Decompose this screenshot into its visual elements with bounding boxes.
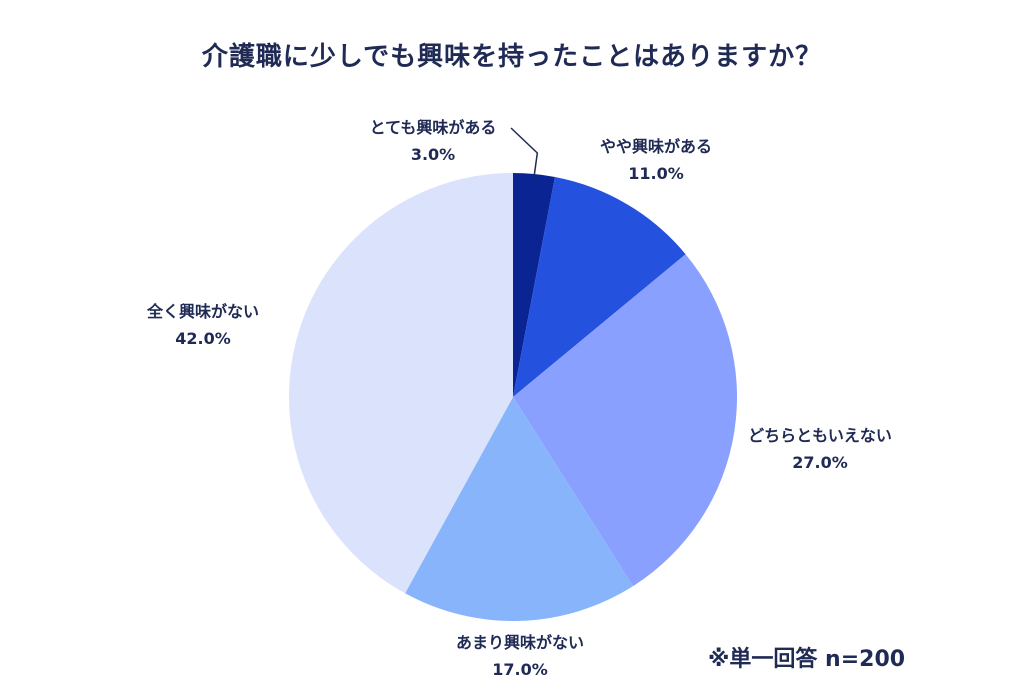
pie-slice-3: [513, 254, 737, 587]
pie-slice-5: [289, 173, 513, 594]
slice-label-3: どちらともいえない: [748, 426, 892, 445]
slice-value-5: 42.0%: [175, 329, 231, 348]
slice-label-1: とても興味がある: [370, 118, 497, 137]
slice-value-4: 17.0%: [492, 660, 548, 679]
pie-slice-2: [513, 176, 686, 397]
sample-note: ※単一回答 n=200: [708, 647, 906, 672]
slice-labels: とても興味がある 3.0% やや興味がある 11.0% どちらともいえない 27.0% あま…: [146, 118, 892, 679]
pie-slices: [289, 173, 737, 622]
slice-value-1: 3.0%: [411, 145, 455, 164]
pie-slice-4: [405, 397, 634, 622]
slice-label-4: あまり興味がない: [456, 633, 584, 652]
leader-lines: [510, 127, 539, 183]
slice-label-2: やや興味がある: [600, 137, 712, 156]
slice-label-5: 全く興味がない: [146, 302, 259, 321]
leader-line-1: [510, 127, 539, 183]
pie-slice-1: [513, 173, 555, 397]
chart-title: 介護職に少しでも興味を持ったことはありますか？: [201, 42, 823, 72]
slice-value-2: 11.0%: [628, 164, 684, 183]
slice-value-3: 27.0%: [792, 453, 848, 472]
